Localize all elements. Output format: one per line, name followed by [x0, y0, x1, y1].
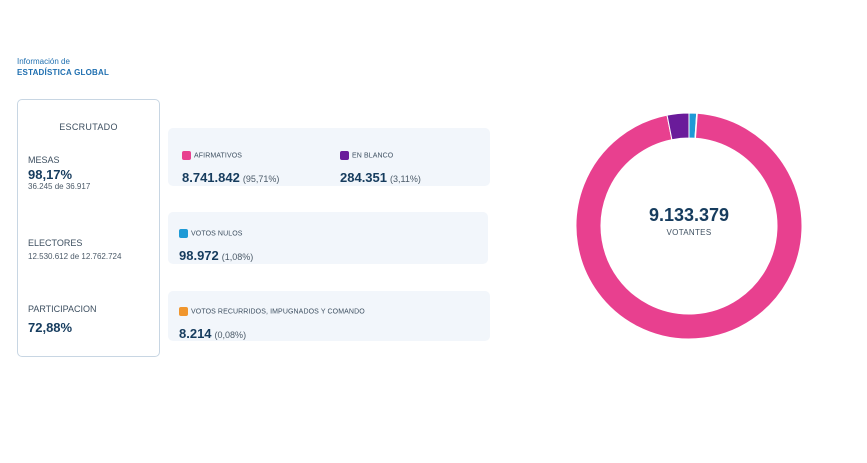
afirmativos-percent: (95,71%): [242, 174, 280, 184]
afirmativos-item: AFIRMATIVOS 8.741.842 (95,71%): [182, 147, 279, 187]
results-card-nulos: VOTOS NULOS 98.972 (1,08%): [168, 212, 488, 264]
votos-recurridos-percent: (0,08%): [214, 330, 247, 340]
afirmativos-swatch: [182, 151, 191, 161]
votos-recurridos-swatch: [179, 307, 188, 317]
electores-block: ELECTORES 12.530.612 de 12.762.724: [28, 238, 121, 261]
mesas-block: MESAS 98,17% 36.245 de 36.917: [28, 155, 90, 191]
votos-nulos-swatch: [179, 229, 188, 239]
results-card-recurridos: VOTOS RECURRIDOS, IMPUGNADOS Y COMANDO 8…: [168, 291, 490, 341]
votos-recurridos-item: VOTOS RECURRIDOS, IMPUGNADOS Y COMANDO 8…: [179, 303, 365, 343]
en-blanco-percent: (3,11%): [390, 174, 421, 184]
header-subtitle: Información de: [17, 57, 70, 66]
votos-nulos-percent: (1,08%): [221, 252, 254, 262]
votos-nulos-item: VOTOS NULOS 98.972 (1,08%): [179, 225, 253, 265]
results-card-main: AFIRMATIVOS 8.741.842 (95,71%) EN BLANCO …: [168, 128, 490, 186]
en-blanco-item: EN BLANCO 284.351 (3,11%): [340, 147, 421, 187]
donut-svg: [575, 112, 803, 340]
votos-nulos-label: VOTOS NULOS: [191, 230, 243, 238]
afirmativos-label: AFIRMATIVOS: [194, 152, 243, 160]
votos-recurridos-label: VOTOS RECURRIDOS, IMPUGNADOS Y COMANDO: [191, 308, 365, 316]
afirmativos-value: 8.741.842: [182, 170, 240, 185]
header-title: ESTADÍSTICA GLOBAL: [17, 68, 110, 77]
participacion-label: PARTICIPACION: [28, 304, 97, 314]
mesas-detail: 36.245 de 36.917: [28, 182, 91, 191]
scrutiny-summary-panel: ESCRUTADO MESAS 98,17% 36.245 de 36.917 …: [17, 99, 160, 357]
participacion-block: PARTICIPACION 72,88%: [28, 304, 97, 335]
global-stats-header: Información de ESTADÍSTICA GLOBAL: [17, 57, 109, 78]
en-blanco-value: 284.351: [340, 170, 387, 185]
en-blanco-label: EN BLANCO: [352, 152, 394, 160]
mesas-label: MESAS: [28, 155, 60, 165]
donut-slice-afirmativos: [575, 112, 803, 340]
total-voters-value: 9.133.379: [648, 205, 730, 225]
votes-donut-chart: [575, 112, 803, 340]
participacion-value: 72,88%: [28, 320, 73, 335]
votos-nulos-value: 98.972: [179, 248, 219, 263]
electores-label: ELECTORES: [28, 238, 83, 248]
total-voters-label: VOTANTES: [666, 228, 712, 237]
en-blanco-swatch: [340, 151, 349, 161]
mesas-value: 98,17%: [28, 167, 73, 182]
donut-slice-en-blanco: [666, 112, 690, 141]
donut-center: 9.133.379 VOTANTES: [576, 205, 802, 237]
votos-recurridos-value: 8.214: [179, 326, 212, 341]
electores-detail: 12.530.612 de 12.762.724: [28, 252, 122, 261]
summary-heading: ESCRUTADO: [59, 122, 118, 132]
